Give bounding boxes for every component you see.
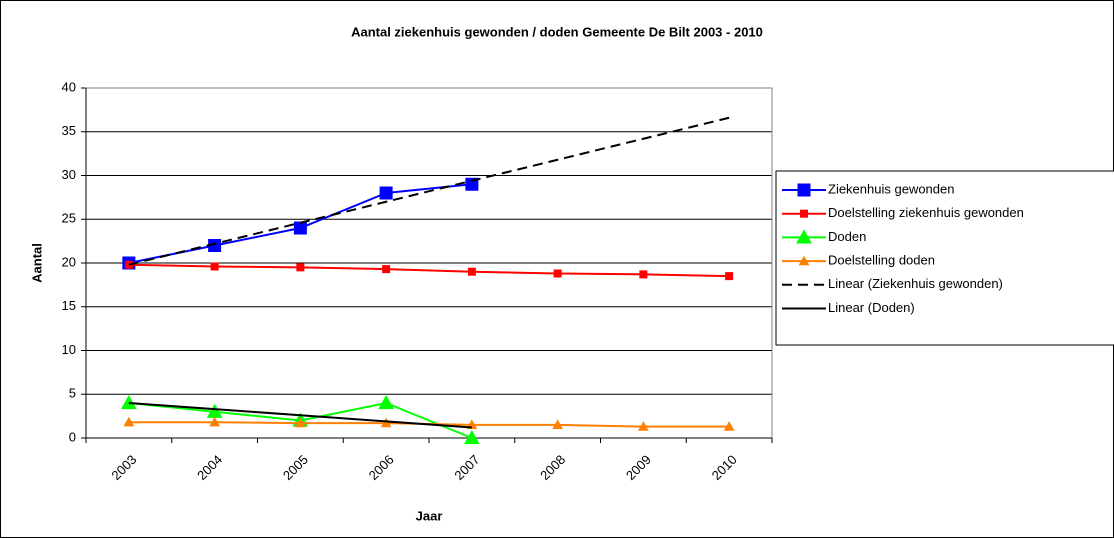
legend-box (775, 170, 1114, 346)
marker (209, 416, 220, 427)
y-tick-label: 5 (69, 386, 76, 401)
series-line (128, 263, 730, 278)
marker (210, 262, 219, 271)
legend-entry: Doelstelling ziekenhuis gewonden (782, 205, 1024, 220)
marker (796, 229, 812, 244)
legend-entry: Ziekenhuis gewonden (782, 181, 954, 197)
legend-label: Doelstelling ziekenhuis gewonden (828, 205, 1024, 220)
marker (800, 209, 808, 218)
marker (725, 272, 734, 281)
marker (553, 269, 562, 278)
legend-entry: Linear (Ziekenhuis gewonden) (782, 276, 1003, 291)
y-tick-label: 10 (62, 342, 76, 357)
marker (382, 265, 391, 274)
x-axis-label: Jaar (416, 508, 443, 523)
marker (296, 263, 305, 272)
marker (293, 221, 307, 235)
legend-label: Linear (Ziekenhuis gewonden) (828, 276, 1003, 291)
chart-title: Aantal ziekenhuis gewonden / doden Gemee… (351, 24, 763, 39)
marker (378, 394, 394, 410)
legend-label: Ziekenhuis gewonden (828, 181, 954, 196)
marker (295, 417, 306, 428)
y-axis-label: Aantal (29, 243, 44, 283)
y-tick-label: 15 (62, 298, 76, 313)
y-tick-label: 40 (62, 79, 76, 94)
marker (797, 183, 811, 197)
series-line (128, 402, 472, 429)
marker (380, 417, 392, 428)
marker (638, 421, 649, 431)
y-tick-label: 35 (62, 123, 76, 138)
legend-entry: Doden (782, 229, 866, 244)
marker (798, 255, 810, 266)
legend-label: Doelstelling doden (828, 253, 935, 268)
marker (639, 270, 648, 279)
y-tick-label: 25 (62, 211, 76, 226)
legend-entry: Doelstelling doden (782, 253, 935, 268)
legend-label: Linear (Doden) (828, 300, 915, 315)
y-tick-label: 20 (62, 254, 76, 269)
y-tick-label: 0 (69, 429, 76, 444)
marker (123, 416, 135, 427)
series-line (128, 116, 730, 266)
legend-label: Doden (828, 229, 866, 244)
marker (379, 186, 393, 200)
legend-entry: Linear (Doden) (782, 300, 915, 315)
marker (465, 177, 479, 191)
marker (464, 429, 480, 445)
marker (723, 421, 735, 431)
marker (467, 267, 476, 276)
y-tick-label: 30 (62, 167, 76, 182)
marker (552, 419, 563, 429)
